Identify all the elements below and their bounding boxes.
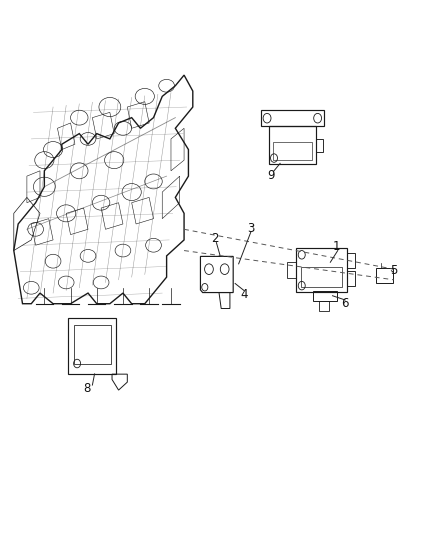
Text: 4: 4 [240,288,248,301]
Bar [376,268,393,283]
Bar [347,271,355,286]
Text: 6: 6 [341,297,349,310]
Text: 8: 8 [84,382,91,395]
Bar [319,301,329,311]
Bar [68,318,117,374]
Bar [313,292,337,301]
Bar [269,126,316,165]
Text: 5: 5 [390,264,397,277]
Bar [347,253,355,268]
Bar [261,110,324,126]
Bar [74,325,111,364]
Text: 1: 1 [333,240,341,253]
Text: 9: 9 [268,168,275,182]
Text: 3: 3 [247,222,254,235]
Text: 2: 2 [211,232,219,245]
Bar [301,267,343,287]
Bar [273,142,312,160]
Bar [316,139,324,152]
